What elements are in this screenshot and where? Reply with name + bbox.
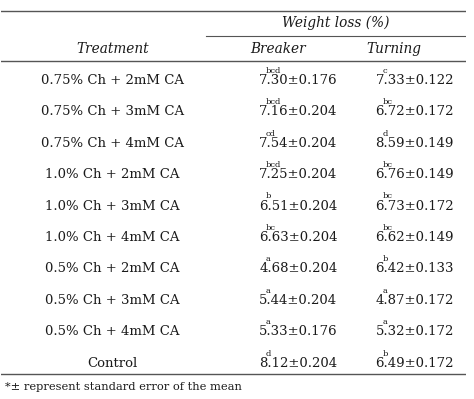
- Text: 1.0% Ch + 2mM CA: 1.0% Ch + 2mM CA: [45, 168, 180, 181]
- Text: 6.63±0.204: 6.63±0.204: [259, 231, 337, 244]
- Text: bc: bc: [383, 224, 392, 232]
- Text: 0.5% Ch + 3mM CA: 0.5% Ch + 3mM CA: [45, 294, 180, 307]
- Text: 7.33±0.122: 7.33±0.122: [375, 74, 454, 87]
- Text: 4.87±0.172: 4.87±0.172: [375, 294, 454, 307]
- Text: 7.54±0.204: 7.54±0.204: [259, 136, 337, 150]
- Text: b: b: [383, 350, 388, 358]
- Text: c: c: [383, 67, 387, 75]
- Text: 6.72±0.172: 6.72±0.172: [375, 105, 454, 118]
- Text: 0.75% Ch + 2mM CA: 0.75% Ch + 2mM CA: [41, 74, 184, 87]
- Text: 0.75% Ch + 3mM CA: 0.75% Ch + 3mM CA: [41, 105, 184, 118]
- Text: bc: bc: [383, 161, 392, 169]
- Text: 5.44±0.204: 5.44±0.204: [259, 294, 337, 307]
- Text: b: b: [383, 255, 388, 263]
- Text: Breaker: Breaker: [250, 42, 306, 56]
- Text: Weight loss (%): Weight loss (%): [282, 16, 390, 30]
- Text: a: a: [266, 318, 271, 326]
- Text: 7.25±0.204: 7.25±0.204: [259, 168, 337, 181]
- Text: 0.5% Ch + 2mM CA: 0.5% Ch + 2mM CA: [45, 263, 180, 275]
- Text: 6.73±0.172: 6.73±0.172: [375, 200, 454, 213]
- Text: a: a: [383, 318, 387, 326]
- Text: 0.5% Ch + 4mM CA: 0.5% Ch + 4mM CA: [45, 325, 180, 338]
- Text: Control: Control: [87, 357, 137, 370]
- Text: 8.59±0.149: 8.59±0.149: [375, 136, 454, 150]
- Text: 7.30±0.176: 7.30±0.176: [259, 74, 338, 87]
- Text: 6.42±0.133: 6.42±0.133: [375, 263, 454, 275]
- Text: bcd: bcd: [266, 67, 282, 75]
- Text: 6.49±0.172: 6.49±0.172: [375, 357, 454, 370]
- Text: 8.12±0.204: 8.12±0.204: [259, 357, 337, 370]
- Text: 6.76±0.149: 6.76±0.149: [375, 168, 454, 181]
- Text: 6.51±0.204: 6.51±0.204: [259, 200, 337, 213]
- Text: d: d: [383, 130, 388, 138]
- Text: Treatment: Treatment: [76, 42, 149, 56]
- Text: 4.68±0.204: 4.68±0.204: [259, 263, 337, 275]
- Text: 6.62±0.149: 6.62±0.149: [375, 231, 454, 244]
- Text: Turning: Turning: [367, 42, 422, 56]
- Text: bc: bc: [266, 224, 276, 232]
- Text: 5.32±0.172: 5.32±0.172: [375, 325, 454, 338]
- Text: 0.75% Ch + 4mM CA: 0.75% Ch + 4mM CA: [41, 136, 184, 150]
- Text: bc: bc: [383, 98, 392, 106]
- Text: a: a: [383, 287, 387, 295]
- Text: bc: bc: [383, 192, 392, 200]
- Text: d: d: [266, 350, 272, 358]
- Text: b: b: [266, 192, 272, 200]
- Text: 7.16±0.204: 7.16±0.204: [259, 105, 337, 118]
- Text: a: a: [266, 287, 271, 295]
- Text: *± represent standard error of the mean: *± represent standard error of the mean: [5, 382, 242, 392]
- Text: bcd: bcd: [266, 161, 282, 169]
- Text: 5.33±0.176: 5.33±0.176: [259, 325, 338, 338]
- Text: 1.0% Ch + 3mM CA: 1.0% Ch + 3mM CA: [45, 200, 180, 213]
- Text: 1.0% Ch + 4mM CA: 1.0% Ch + 4mM CA: [45, 231, 180, 244]
- Text: cd: cd: [266, 130, 276, 138]
- Text: bcd: bcd: [266, 98, 282, 106]
- Text: a: a: [266, 255, 271, 263]
